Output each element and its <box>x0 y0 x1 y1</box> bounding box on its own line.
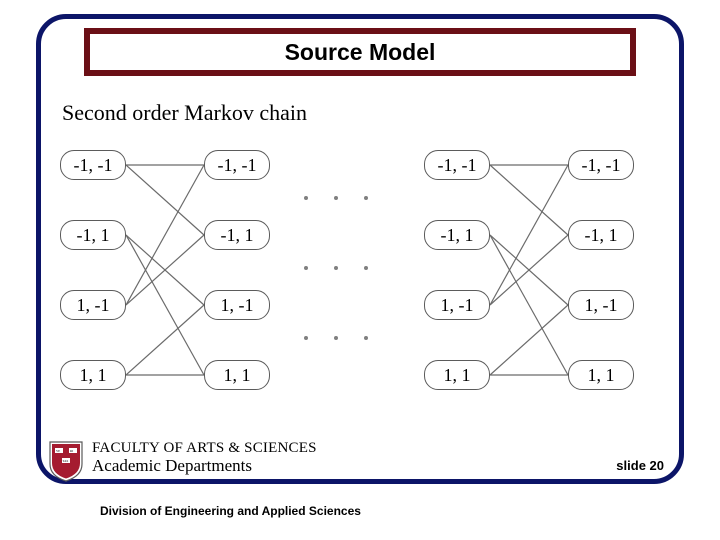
trellis-node: 1, 1 <box>60 360 126 390</box>
title-box: Source Model <box>84 28 636 76</box>
ellipsis-dot <box>334 266 338 270</box>
ellipsis-dot <box>304 196 308 200</box>
footer-division: Division of Engineering and Applied Scie… <box>100 504 361 518</box>
trellis-node: 1, -1 <box>424 290 490 320</box>
slide-subtitle: Second order Markov chain <box>62 100 307 126</box>
svg-text:TAS: TAS <box>63 459 69 463</box>
trellis-edge <box>126 165 204 235</box>
trellis-node: 1, -1 <box>60 290 126 320</box>
trellis-node: -1, 1 <box>568 220 634 250</box>
trellis-edge <box>490 235 568 375</box>
ellipsis-dot <box>364 336 368 340</box>
trellis-node: -1, 1 <box>60 220 126 250</box>
trellis-node: -1, 1 <box>424 220 490 250</box>
trellis-node: -1, -1 <box>60 150 126 180</box>
trellis-edge <box>490 165 568 235</box>
harvard-shield-icon: VE RI TAS <box>48 440 84 482</box>
slide-number: slide 20 <box>616 458 664 473</box>
trellis-node: 1, -1 <box>204 290 270 320</box>
trellis-node: -1, -1 <box>568 150 634 180</box>
svg-text:RI: RI <box>70 449 73 453</box>
trellis-edge <box>126 235 204 375</box>
footer-faculty-line: FACULTY OF ARTS & SCIENCES <box>92 440 317 457</box>
trellis-node: -1, 1 <box>204 220 270 250</box>
ellipsis-dot <box>304 266 308 270</box>
footer-department-line: Academic Departments <box>92 456 317 476</box>
trellis-edge <box>126 305 204 375</box>
ellipsis-dot <box>334 196 338 200</box>
svg-text:VE: VE <box>56 449 60 453</box>
trellis-node: 1, 1 <box>204 360 270 390</box>
trellis-node: 1, 1 <box>568 360 634 390</box>
ellipsis-dot <box>364 196 368 200</box>
trellis-node: -1, -1 <box>424 150 490 180</box>
trellis-edge <box>490 305 568 375</box>
ellipsis-dot <box>304 336 308 340</box>
footer-text: FACULTY OF ARTS & SCIENCES Academic Depa… <box>92 440 317 476</box>
trellis-edges <box>60 150 660 430</box>
trellis-edge <box>490 165 568 305</box>
trellis-node: 1, 1 <box>424 360 490 390</box>
ellipsis-dot <box>334 336 338 340</box>
trellis-node: 1, -1 <box>568 290 634 320</box>
trellis-node: -1, -1 <box>204 150 270 180</box>
slide-title: Source Model <box>285 39 436 66</box>
markov-trellis-diagram: -1, -1 -1, 1 1, -1 1, 1 -1, -1 -1, 1 1, -1 1, 1… <box>60 150 660 430</box>
trellis-edge <box>126 165 204 305</box>
ellipsis-dot <box>364 266 368 270</box>
